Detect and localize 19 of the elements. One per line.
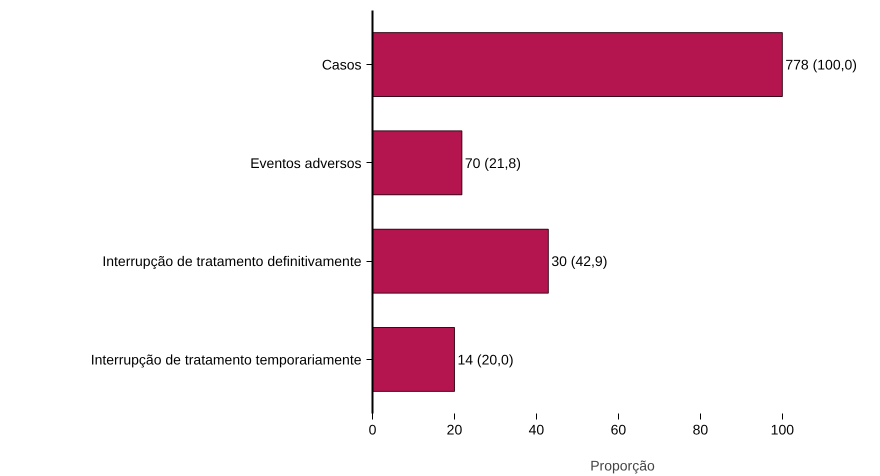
bar bbox=[372, 32, 783, 98]
bar bbox=[372, 326, 455, 392]
x-tick-label: 0 bbox=[368, 422, 377, 438]
y-tick-label: Interrupção de tratamento temporariamente bbox=[90, 351, 362, 368]
x-tick-label: 40 bbox=[528, 422, 544, 438]
data-label: 70 (21,8) bbox=[464, 154, 521, 171]
data-label: 14 (20,0) bbox=[457, 351, 514, 368]
x-axis-title: Proporção bbox=[590, 458, 656, 474]
y-tick-label: Casos bbox=[322, 56, 362, 73]
data-label: 30 (42,9) bbox=[551, 253, 608, 270]
y-tick-label: Eventos adversos bbox=[250, 154, 362, 171]
x-tick-label: 100 bbox=[770, 422, 794, 438]
data-label: 778 (100,0) bbox=[785, 56, 857, 73]
y-tick-label: Interrupção de tratamento definitivamente bbox=[102, 253, 362, 270]
bar bbox=[372, 130, 462, 196]
x-tick-label: 60 bbox=[610, 422, 626, 438]
x-tick-label: 80 bbox=[692, 422, 708, 438]
bar bbox=[372, 228, 549, 294]
x-tick-label: 20 bbox=[446, 422, 462, 438]
